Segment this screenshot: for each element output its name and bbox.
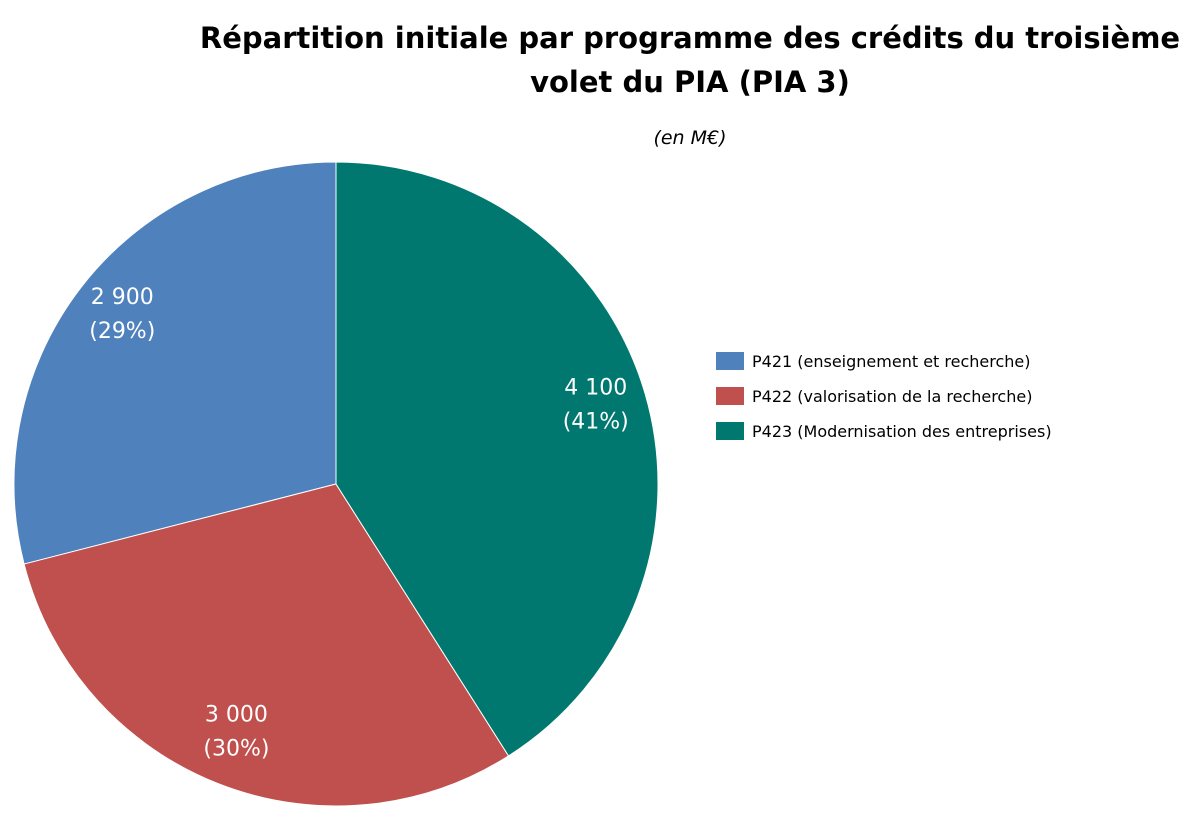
chart-subtitle: (en M€) <box>653 127 726 149</box>
legend-label: P421 (enseignement et recherche) <box>752 352 1031 371</box>
data-label: 2 900 <box>91 285 154 310</box>
data-label: 3 000 <box>205 702 268 727</box>
percent-label: (30%) <box>203 736 269 761</box>
chart-title: Répartition initiale par programme des c… <box>200 21 1180 99</box>
pie-slice <box>23 483 510 807</box>
pie-slice <box>335 161 659 757</box>
legend-swatch <box>716 352 744 370</box>
percent-label: (29%) <box>89 319 155 344</box>
legend-label: P423 (Modernisation des entreprises) <box>752 422 1052 441</box>
legend-label: P422 (valorisation de la recherche) <box>752 387 1032 406</box>
pie-slice <box>13 161 337 565</box>
legend-swatch <box>716 387 744 405</box>
percent-label: (41%) <box>563 410 629 435</box>
data-label: 4 100 <box>564 376 627 401</box>
legend-swatch <box>716 422 744 440</box>
